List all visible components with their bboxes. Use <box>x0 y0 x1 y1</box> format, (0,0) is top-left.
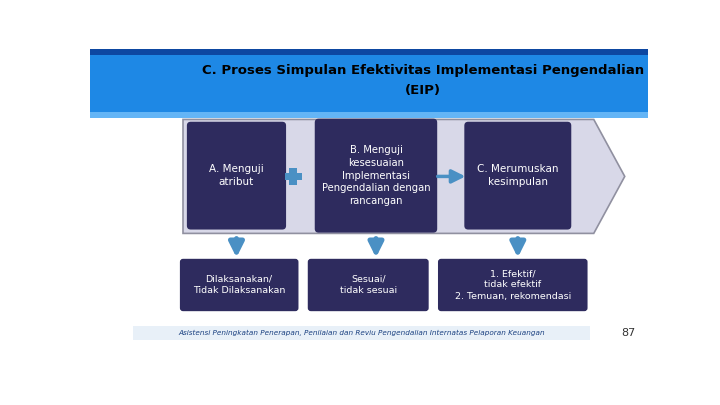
FancyBboxPatch shape <box>438 259 588 311</box>
Polygon shape <box>183 119 625 233</box>
FancyBboxPatch shape <box>307 259 428 311</box>
Text: C. Merumuskan
kesimpulan: C. Merumuskan kesimpulan <box>477 164 559 187</box>
FancyBboxPatch shape <box>315 119 437 232</box>
Polygon shape <box>284 168 302 185</box>
FancyBboxPatch shape <box>90 49 648 55</box>
Text: Sesuai/
tidak sesuai: Sesuai/ tidak sesuai <box>340 275 397 295</box>
Text: A. Menguji
atribut: A. Menguji atribut <box>209 164 264 187</box>
Text: Asistensi Peningkatan Penerapan, Penilaian dan Reviu Pengendalian Internatas Pel: Asistensi Peningkatan Penerapan, Penilai… <box>178 330 544 336</box>
Text: 87: 87 <box>621 328 636 338</box>
Text: C. Proses Simpulan Efektivitas Implementasi Pengendalian: C. Proses Simpulan Efektivitas Implement… <box>202 64 644 77</box>
FancyBboxPatch shape <box>90 112 648 118</box>
FancyBboxPatch shape <box>187 122 286 230</box>
FancyBboxPatch shape <box>180 259 299 311</box>
Text: Dilaksanakan/
Tidak Dilaksanakan: Dilaksanakan/ Tidak Dilaksanakan <box>193 275 285 295</box>
FancyBboxPatch shape <box>464 122 571 230</box>
Text: (EIP): (EIP) <box>405 85 441 98</box>
FancyBboxPatch shape <box>90 49 648 112</box>
Text: B. Menguji
kesesuaian
Implementasi
Pengendalian dengan
rancangan: B. Menguji kesesuaian Implementasi Penge… <box>322 145 431 206</box>
FancyBboxPatch shape <box>132 326 590 340</box>
Text: 1. Efektif/
tidak efektif
2. Temuan, rekomendasi: 1. Efektif/ tidak efektif 2. Temuan, rek… <box>454 269 571 301</box>
